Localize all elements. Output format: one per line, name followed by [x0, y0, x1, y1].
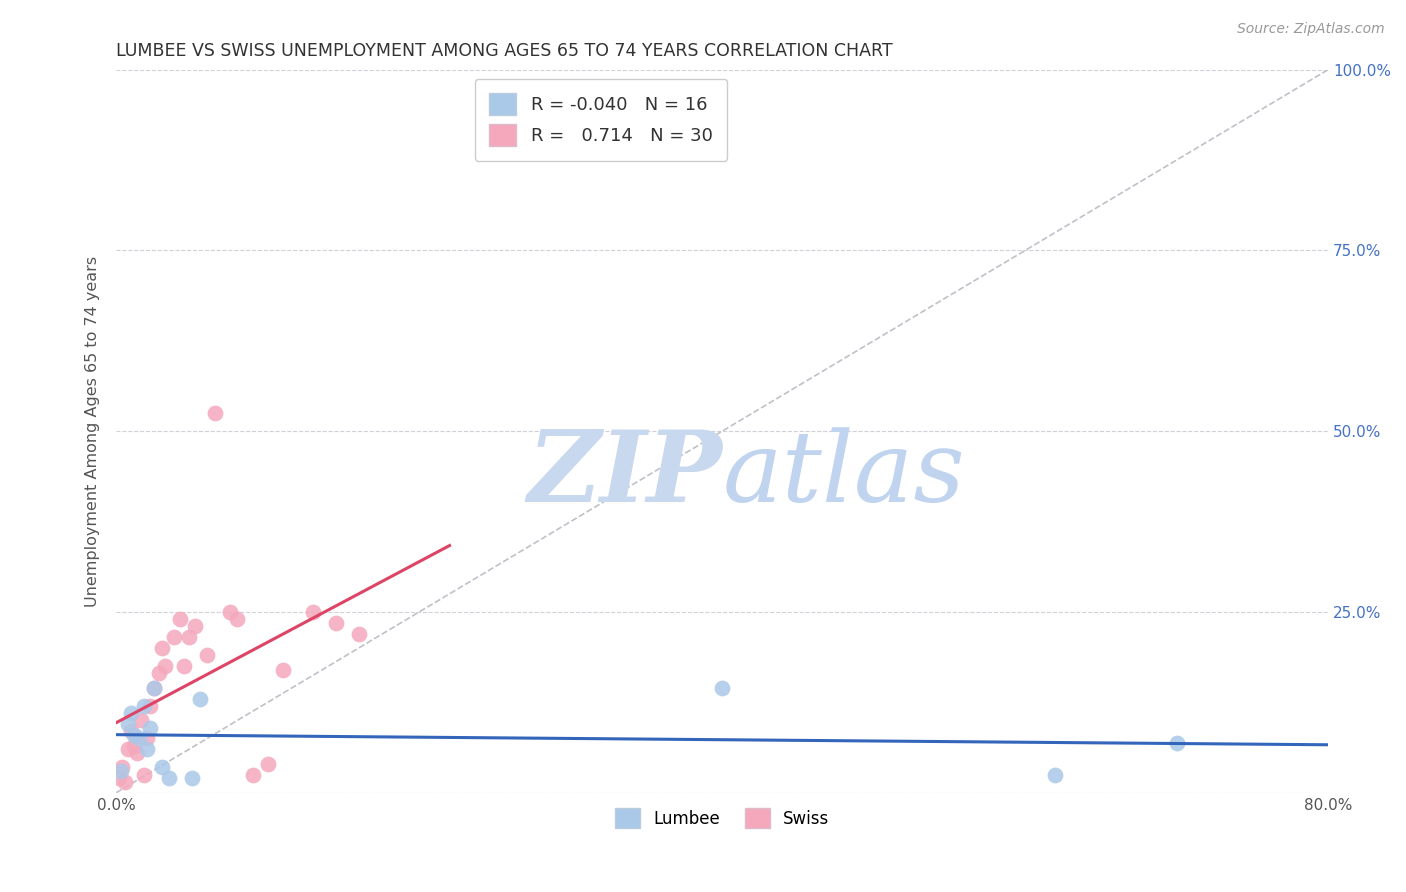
Point [177, 630, 200, 644]
Point [169, 612, 191, 626]
Point [347, 626, 370, 640]
Point [188, 691, 211, 706]
Point [181, 771, 204, 785]
Point [129, 714, 152, 728]
Point [143, 681, 166, 695]
Point [157, 771, 180, 785]
Point [135, 731, 157, 746]
Point [111, 760, 134, 774]
Point [325, 615, 347, 630]
Point [143, 681, 166, 695]
Point [148, 666, 170, 681]
Point [150, 641, 173, 656]
Point [150, 760, 173, 774]
Point [173, 659, 195, 673]
Point [1045, 767, 1067, 781]
Point [117, 717, 139, 731]
Point [219, 605, 242, 619]
Point [117, 742, 139, 756]
Point [153, 659, 176, 673]
Point [184, 619, 207, 633]
Text: Source: ZipAtlas.com: Source: ZipAtlas.com [1237, 22, 1385, 37]
Point [127, 746, 149, 760]
Y-axis label: Unemployment Among Ages 65 to 74 years: Unemployment Among Ages 65 to 74 years [86, 256, 100, 607]
Text: ZIP: ZIP [527, 426, 723, 523]
Point [132, 767, 155, 781]
Point [132, 698, 155, 713]
Point [195, 648, 218, 663]
Point [108, 771, 131, 785]
Text: LUMBEE VS SWISS UNEMPLOYMENT AMONG AGES 65 TO 74 YEARS CORRELATION CHART: LUMBEE VS SWISS UNEMPLOYMENT AMONG AGES … [117, 42, 893, 60]
Point [124, 739, 146, 753]
Point [1166, 737, 1188, 751]
Point [138, 721, 160, 735]
Point [110, 764, 132, 778]
Point [163, 630, 186, 644]
Point [120, 724, 142, 739]
Point [135, 742, 157, 756]
Point [124, 728, 146, 742]
Legend: Lumbee, Swiss: Lumbee, Swiss [609, 801, 837, 835]
Point [128, 731, 150, 746]
Point [711, 681, 734, 695]
Point [204, 406, 226, 420]
Point [302, 605, 325, 619]
Point [114, 774, 136, 789]
Text: atlas: atlas [723, 427, 965, 522]
Point [271, 663, 294, 677]
Point [120, 706, 142, 720]
Point [242, 767, 264, 781]
Point [138, 698, 160, 713]
Point [226, 612, 249, 626]
Point [256, 756, 278, 771]
